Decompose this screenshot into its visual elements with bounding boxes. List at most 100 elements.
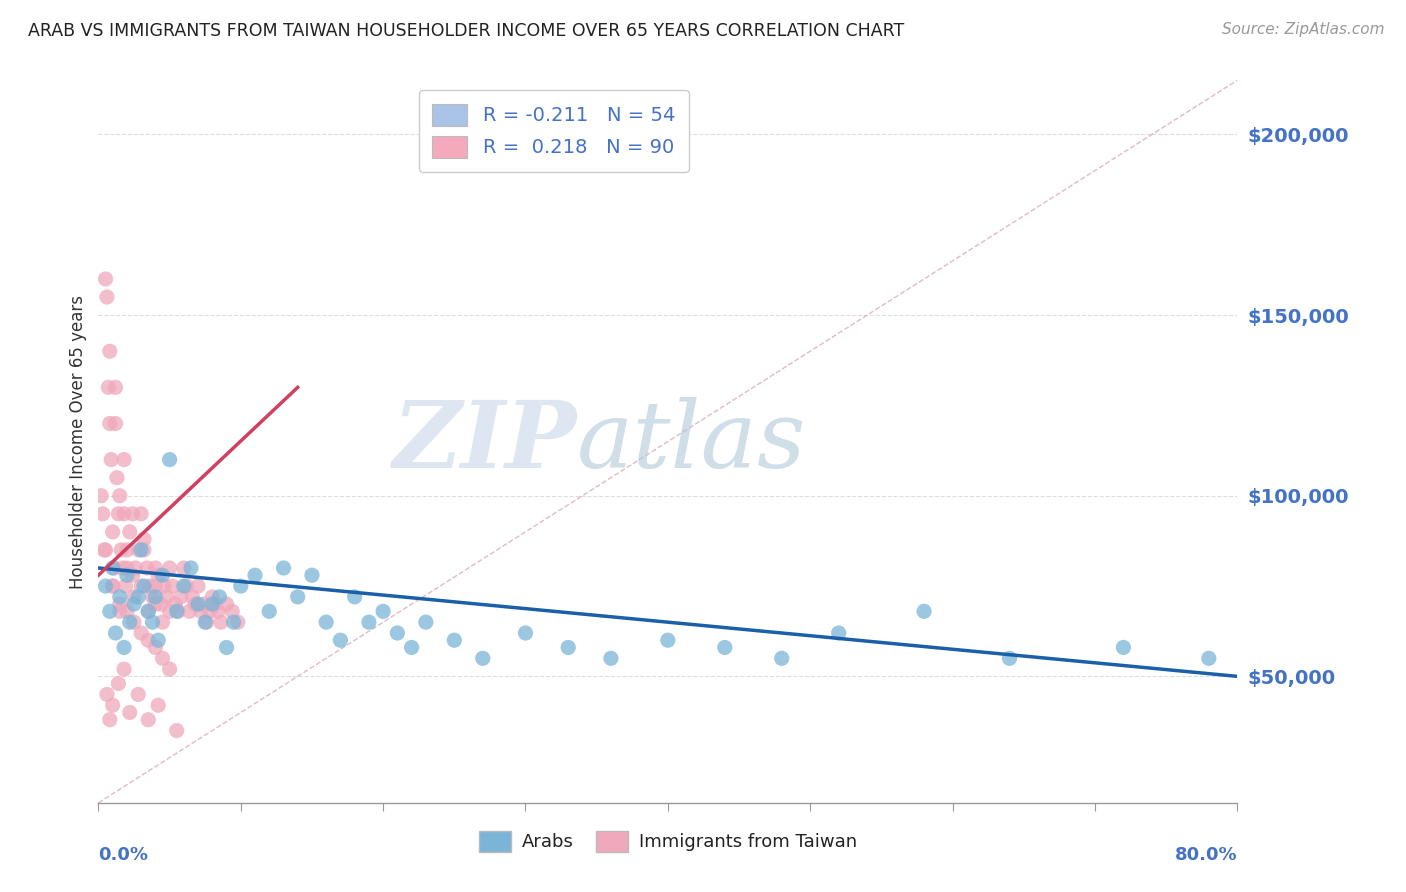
Point — [198, 604, 221, 618]
Point — [170, 590, 193, 604]
Point — [108, 604, 131, 618]
Point — [190, 604, 212, 618]
Point — [600, 651, 623, 665]
Point — [1198, 651, 1220, 665]
Point — [105, 470, 128, 484]
Point — [122, 597, 145, 611]
Point — [122, 590, 145, 604]
Point — [118, 615, 141, 630]
Point — [112, 662, 135, 676]
Point — [129, 579, 152, 593]
Point — [104, 380, 127, 394]
Point — [181, 590, 204, 604]
Point — [136, 604, 159, 618]
Point — [329, 633, 352, 648]
Point — [124, 561, 146, 575]
Point — [1112, 640, 1135, 655]
Point — [828, 626, 851, 640]
Point — [127, 542, 149, 557]
Point — [159, 662, 181, 676]
Point — [141, 590, 163, 604]
Point — [118, 524, 141, 539]
Point — [194, 615, 217, 630]
Point — [107, 676, 129, 690]
Point — [121, 507, 143, 521]
Point — [159, 561, 181, 575]
Point — [714, 640, 737, 655]
Point — [111, 561, 134, 575]
Text: 0.0%: 0.0% — [98, 847, 149, 864]
Point — [215, 640, 238, 655]
Point — [100, 452, 122, 467]
Point — [108, 489, 131, 503]
Point — [141, 615, 163, 630]
Point — [770, 651, 793, 665]
Point — [184, 597, 207, 611]
Point — [145, 590, 167, 604]
Point — [173, 579, 195, 593]
Text: atlas: atlas — [576, 397, 806, 486]
Point — [129, 626, 152, 640]
Point — [148, 698, 170, 713]
Point — [145, 579, 167, 593]
Point — [135, 561, 157, 575]
Point — [557, 640, 579, 655]
Point — [195, 615, 218, 630]
Point — [132, 579, 155, 593]
Point — [401, 640, 423, 655]
Point — [138, 579, 160, 593]
Point — [115, 604, 138, 618]
Point — [103, 561, 125, 575]
Point — [471, 651, 494, 665]
Y-axis label: Householder Income Over 65 years: Householder Income Over 65 years — [69, 294, 87, 589]
Point — [187, 597, 209, 611]
Point — [373, 604, 395, 618]
Point — [187, 579, 209, 593]
Point — [343, 590, 366, 604]
Text: 80.0%: 80.0% — [1174, 847, 1237, 864]
Point — [912, 604, 935, 618]
Point — [115, 561, 138, 575]
Point — [165, 597, 187, 611]
Point — [104, 626, 127, 640]
Point — [159, 452, 181, 467]
Point — [96, 687, 118, 701]
Point — [315, 615, 337, 630]
Point — [136, 633, 159, 648]
Point — [226, 615, 249, 630]
Point — [162, 579, 184, 593]
Point — [148, 633, 170, 648]
Point — [94, 542, 117, 557]
Point — [127, 687, 149, 701]
Point — [108, 597, 131, 611]
Point — [101, 698, 124, 713]
Point — [150, 597, 173, 611]
Point — [101, 524, 124, 539]
Point — [152, 651, 174, 665]
Point — [94, 579, 117, 593]
Point — [180, 561, 202, 575]
Point — [998, 651, 1021, 665]
Point — [112, 507, 135, 521]
Point — [153, 579, 176, 593]
Point — [179, 604, 201, 618]
Point — [96, 290, 118, 304]
Point — [273, 561, 295, 575]
Point — [98, 344, 121, 359]
Point — [176, 579, 198, 593]
Point — [115, 542, 138, 557]
Point — [657, 633, 679, 648]
Point — [108, 590, 131, 604]
Point — [287, 590, 309, 604]
Point — [136, 604, 159, 618]
Point — [215, 597, 238, 611]
Point — [222, 615, 245, 630]
Point — [443, 633, 465, 648]
Point — [104, 417, 127, 431]
Point — [156, 590, 179, 604]
Point — [415, 615, 437, 630]
Point — [201, 590, 224, 604]
Point — [91, 507, 114, 521]
Text: ARAB VS IMMIGRANTS FROM TAIWAN HOUSEHOLDER INCOME OVER 65 YEARS CORRELATION CHAR: ARAB VS IMMIGRANTS FROM TAIWAN HOUSEHOLD… — [28, 22, 904, 40]
Point — [114, 579, 136, 593]
